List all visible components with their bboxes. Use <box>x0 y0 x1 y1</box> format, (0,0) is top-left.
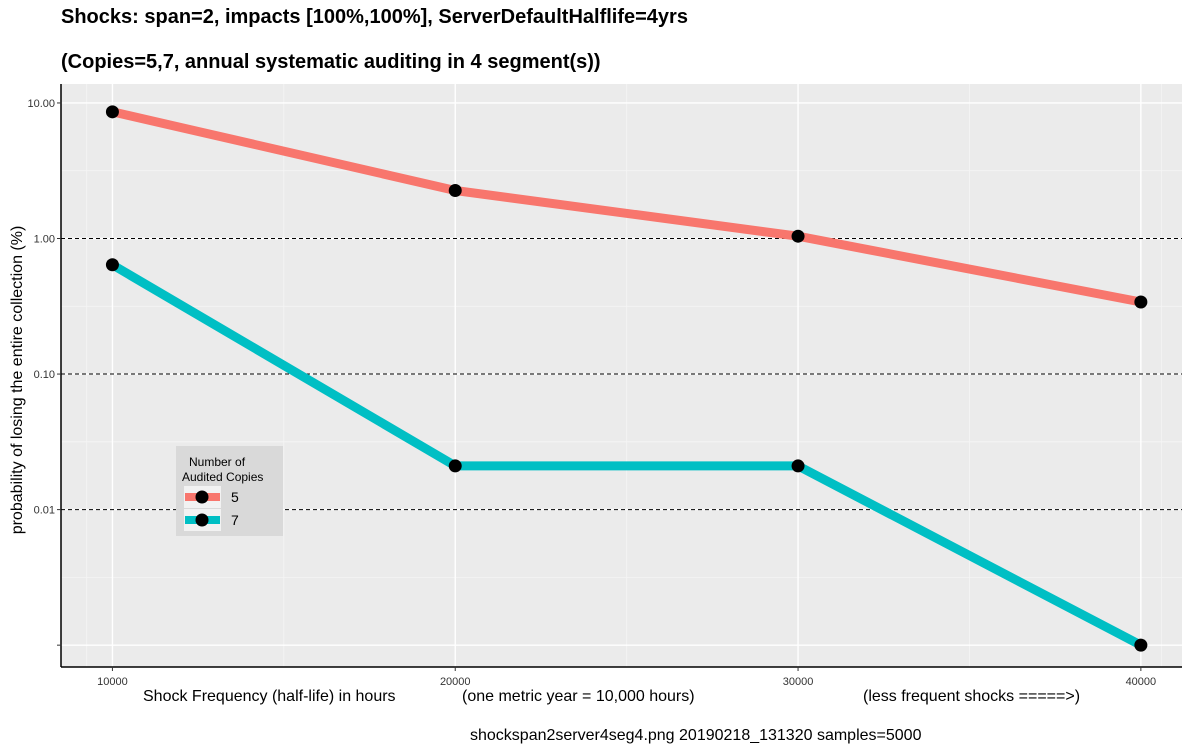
dashed-reference-lines <box>61 238 1182 511</box>
series-group <box>110 107 1143 650</box>
y-tick-label: 1.00 <box>34 234 55 246</box>
legend-label-5: 5 <box>231 489 239 505</box>
chart-subtitle: (Copies=5,7, annual systematic auditing … <box>61 51 601 73</box>
x-axis-label-main: Shock Frequency (half-life) in hours <box>143 688 396 705</box>
legend-title-line-2: Audited Copies <box>182 470 263 484</box>
chart-title: Shocks: span=2, impacts [100%,100%], Ser… <box>61 6 688 28</box>
point-7-10000 <box>105 258 119 272</box>
legend-key-point-5 <box>195 490 209 504</box>
legend-title-line-1: Number of <box>189 455 246 469</box>
legend-key-point-7 <box>195 513 209 527</box>
legend: Number of Audited Copies 5 7 <box>176 446 283 536</box>
grid-minor <box>61 84 1182 667</box>
x-axis-ticks: 10000 20000 30000 40000 <box>97 667 1156 688</box>
series-line-7 <box>110 260 1143 650</box>
point-5-10000 <box>105 105 119 119</box>
point-5-20000 <box>448 184 462 198</box>
x-axis-label-note: (one metric year = 10,000 hours) <box>462 688 695 705</box>
y-tick-label: 10.00 <box>27 98 55 110</box>
y-tick-label: 0.01 <box>34 505 55 517</box>
points-group <box>105 105 1148 652</box>
x-tick-label: 20000 <box>440 676 471 688</box>
footer-caption: shockspan2server4seg4.png 20190218_13132… <box>470 727 922 744</box>
point-5-30000 <box>791 229 805 243</box>
x-tick-label: 40000 <box>1126 676 1157 688</box>
y-axis-ticks: 0.01 0.10 1.00 10.00 <box>27 98 61 646</box>
point-5-40000 <box>1134 295 1148 309</box>
point-7-40000 <box>1134 638 1148 652</box>
point-7-30000 <box>791 459 805 473</box>
x-tick-label: 30000 <box>783 676 814 688</box>
legend-label-7: 7 <box>231 512 239 528</box>
y-tick-label: 0.10 <box>34 369 55 381</box>
x-axis-label-direction: (less frequent shocks =====>) <box>863 688 1081 705</box>
x-tick-label: 10000 <box>97 676 128 688</box>
point-7-20000 <box>448 459 462 473</box>
series-line-5 <box>111 107 1142 307</box>
